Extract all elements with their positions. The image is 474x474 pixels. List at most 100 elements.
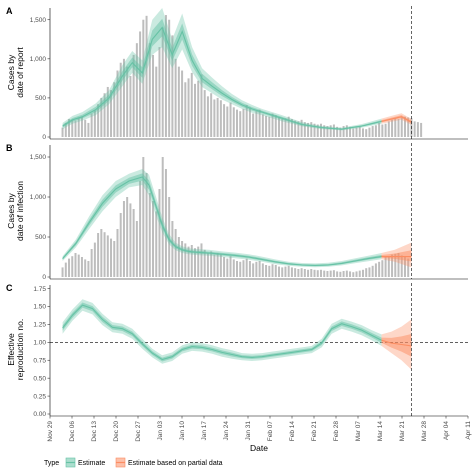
bar: [194, 83, 197, 137]
bar: [252, 263, 255, 277]
bar: [64, 262, 67, 277]
x-tick-label: Mar 07: [355, 421, 362, 442]
bar: [181, 70, 184, 137]
x-tick-label: Dec 27: [135, 421, 142, 442]
bar: [345, 270, 348, 277]
bar: [297, 269, 300, 277]
bar: [216, 253, 219, 277]
bar: [400, 117, 403, 137]
bar: [303, 122, 306, 137]
bar: [171, 35, 174, 138]
legend-title: Type: [44, 460, 59, 467]
bar: [277, 117, 280, 137]
bar: [190, 72, 193, 137]
partial-band-50: [381, 250, 412, 262]
bar: [274, 265, 277, 277]
bar: [323, 125, 326, 137]
bar: [403, 257, 406, 277]
bar: [248, 107, 251, 137]
bar: [336, 271, 339, 277]
x-tick-label: Apr 04: [443, 421, 450, 441]
x-tick-label: Feb 21: [311, 421, 318, 442]
bar: [152, 201, 155, 277]
bar: [206, 96, 209, 137]
bar: [97, 233, 100, 277]
bar: [358, 270, 361, 277]
estimate-median-line: [62, 304, 382, 361]
bar: [216, 97, 219, 137]
bar: [110, 90, 113, 137]
bar: [391, 254, 394, 277]
bar: [161, 157, 164, 277]
bar: [226, 106, 229, 137]
panel-label-c: C: [6, 283, 13, 293]
x-tick-label: Dec 20: [113, 421, 120, 442]
bar: [413, 121, 416, 137]
bar: [122, 201, 125, 277]
bar: [352, 128, 355, 137]
bar: [164, 169, 167, 277]
bar: [355, 127, 358, 137]
bar: [268, 116, 271, 137]
bar: [358, 126, 361, 137]
bar: [119, 62, 122, 137]
bar: [168, 19, 171, 137]
legend-label: Estimate: [78, 460, 105, 467]
y-tick-label: 0.75: [33, 357, 46, 364]
bar: [384, 123, 387, 137]
estimate-median-line: [62, 26, 382, 130]
bar: [210, 93, 213, 137]
estimate-band-50: [62, 18, 382, 130]
bar: [394, 253, 397, 277]
bar: [64, 122, 67, 137]
bar: [177, 237, 180, 277]
bar: [168, 197, 171, 277]
y-axis-title-line: Cases by: [6, 193, 16, 229]
bar: [152, 54, 155, 138]
bar: [187, 246, 190, 277]
bar: [284, 118, 287, 137]
bar: [197, 80, 200, 137]
bar: [384, 257, 387, 277]
y-tick-label: 1.75: [33, 286, 46, 293]
bar: [174, 229, 177, 277]
bar: [97, 104, 100, 137]
bar: [349, 271, 352, 277]
bar: [339, 271, 342, 277]
bar: [349, 126, 352, 137]
bar: [100, 229, 103, 277]
bar: [80, 116, 83, 137]
bar: [226, 258, 229, 277]
bar: [284, 266, 287, 277]
bar: [265, 265, 268, 277]
y-axis-title-line: Cases by: [6, 54, 16, 90]
bar: [336, 126, 339, 137]
bar: [181, 241, 184, 277]
x-tick-label: Jan 03: [157, 421, 164, 441]
bar: [261, 114, 264, 137]
bar: [397, 253, 400, 277]
bar: [297, 121, 300, 137]
y-tick-label: 1,500: [30, 17, 47, 24]
y-tick-label: 1,000: [30, 194, 47, 201]
y-tick-label: 1,500: [30, 154, 47, 161]
bar: [326, 271, 329, 277]
bar: [365, 268, 368, 277]
bar: [313, 123, 316, 137]
bar: [416, 122, 419, 137]
bar: [158, 47, 161, 137]
bar: [116, 70, 119, 137]
bar: [342, 271, 345, 277]
bar: [339, 127, 342, 137]
bar: [316, 270, 319, 277]
x-tick-label: Dec 13: [91, 421, 98, 442]
y-tick-label: 0: [42, 274, 46, 281]
y-tick-label: 1.25: [33, 322, 46, 329]
bar: [229, 102, 232, 137]
x-tick-label: Mar 21: [399, 421, 406, 442]
y-axis-title-line: date of report: [15, 47, 25, 98]
bar: [329, 270, 332, 277]
x-tick-label: Mar 28: [421, 421, 428, 442]
bar: [113, 82, 116, 137]
bar: [80, 257, 83, 277]
